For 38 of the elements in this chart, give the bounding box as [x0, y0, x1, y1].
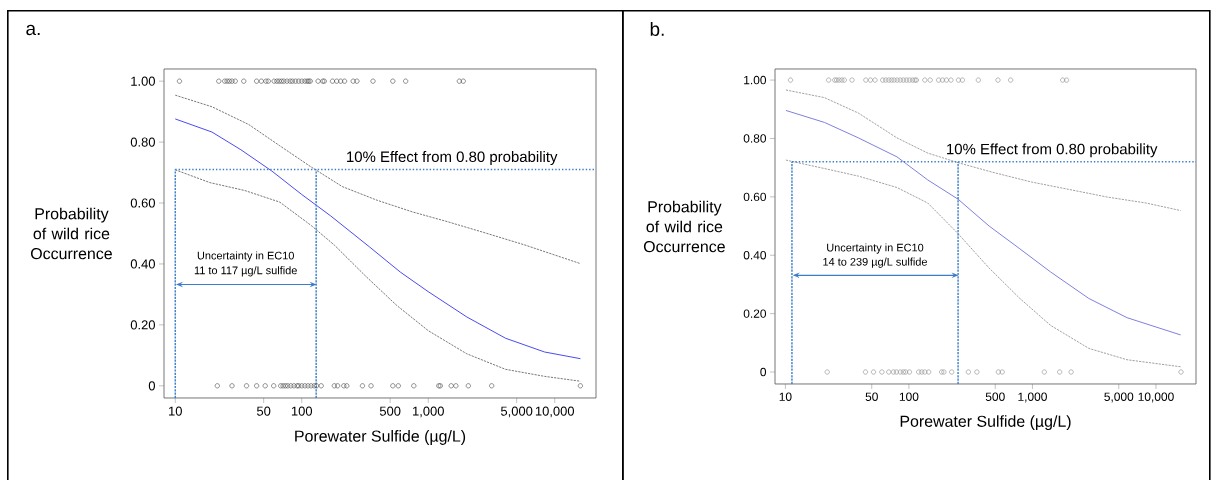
x-tick-label: 1,000 [413, 406, 444, 418]
y-tick-label: 0.40 [743, 251, 767, 260]
annotation: Uncertainty in EC10 [827, 243, 924, 254]
y-tick-label: 0.60 [743, 192, 767, 202]
y-tick-label: 0.20 [743, 309, 767, 318]
ref-line-label: 10% Effect from 0.80 probability [947, 143, 1158, 158]
x-tick-label: 10,000 [535, 406, 575, 418]
y-tick-label: 0.40 [130, 259, 155, 269]
y-tick-label: 0 [760, 367, 767, 377]
x-tick-label: 1,000 [1018, 392, 1047, 403]
x-tick-label: 500 [379, 406, 401, 416]
y-tick-label: 0.80 [743, 134, 767, 143]
x-tick-label: 100 [899, 392, 919, 401]
x-tick-label: 10 [169, 406, 182, 416]
x-tick-label: 10,000 [1138, 392, 1174, 403]
x-tick-label: 100 [291, 406, 313, 416]
annotation: 14 to 239 µg/L sulfide [823, 257, 928, 268]
x-axis-title: Porewater Sulfide (µg/L) [295, 430, 466, 445]
y-tick-label: 1.00 [131, 76, 155, 86]
chart-title: a. [26, 24, 40, 36]
x-axis-title: Porewater Sulfide (µg/L) [900, 415, 1071, 431]
x-tick-label: 50 [865, 392, 878, 401]
y-tick-label: 0.60 [130, 198, 155, 208]
y-axis-title: Probability of wild rice Occurrence [643, 200, 725, 253]
chart-title: b. [650, 22, 664, 36]
y-tick-label: 0.20 [130, 320, 155, 330]
x-tick-label: 5,000 [500, 406, 533, 418]
x-tick-label: 500 [985, 392, 1005, 401]
y-tick-label: 0 [148, 381, 155, 391]
ref-line-label: 10% Effect from 0.80 probability [347, 151, 558, 165]
y-tick-label: 1.00 [744, 75, 767, 85]
y-axis-title: Probability of wild rice Occurrence [31, 207, 112, 260]
y-tick-label: 0.80 [130, 137, 155, 147]
x-tick-label: 5,000 [1104, 392, 1134, 403]
x-tick-label: 50 [256, 406, 271, 416]
x-tick-label: 10 [779, 392, 792, 401]
annotation: 11 to 117 µg/L sulfide [194, 266, 297, 277]
annotation: Uncertainty in EC10 [197, 251, 294, 262]
